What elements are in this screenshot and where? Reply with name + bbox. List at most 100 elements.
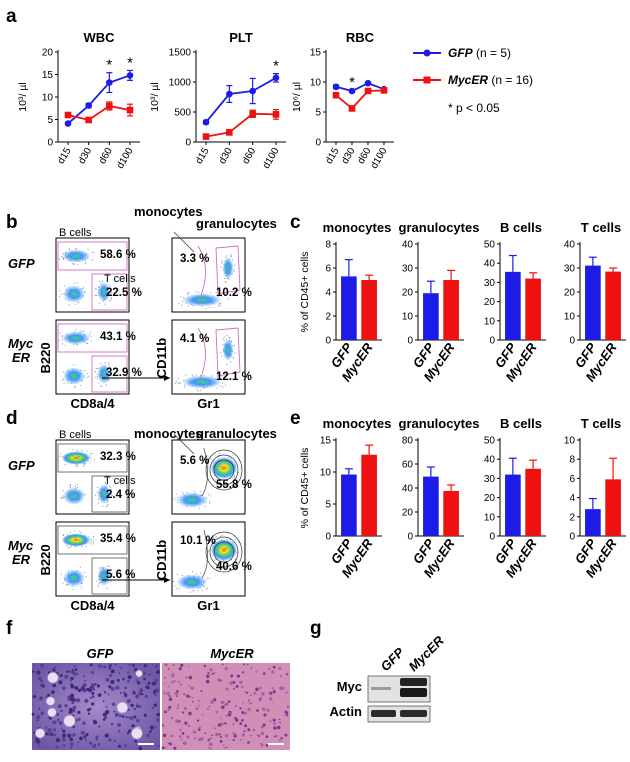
histology-gfp-nucleus <box>108 685 112 689</box>
flow-event-dot <box>91 251 93 253</box>
flow-event-dot <box>68 495 70 497</box>
histology-mycer-nucleus <box>196 719 200 722</box>
histology-gfp-nucleus <box>67 695 71 699</box>
histology-mycer-nucleus <box>170 734 174 738</box>
flow-event-dot <box>108 566 110 568</box>
flow-event-dot <box>228 457 230 459</box>
flow-event-dot <box>75 248 77 250</box>
flow-event-dot <box>75 573 77 575</box>
flow-event-dot <box>102 300 104 302</box>
flow-event-dot <box>176 574 178 576</box>
flow-event-dot <box>81 546 83 548</box>
histology-mycer-nucleus <box>263 713 267 717</box>
flow-event-dot <box>87 248 89 250</box>
histology-gfp-nucleus <box>72 733 76 737</box>
histology-mycer-nucleus <box>280 675 282 677</box>
histology-gfp-nucleus <box>53 733 57 737</box>
histology-mycer-nucleus <box>241 671 245 674</box>
c_b-ytick-label: 20 <box>484 297 496 308</box>
flow_d-b_cells: B cells <box>59 429 92 441</box>
histology-mycer-nucleus <box>218 733 221 736</box>
flow-event-dot <box>72 338 74 340</box>
flow-event-dot <box>72 295 74 297</box>
flow-event-dot <box>100 370 102 372</box>
flow-event-dot <box>86 376 88 378</box>
flow_b-gating-arrowhead <box>164 375 170 381</box>
histology-mycer-nucleus <box>200 737 204 741</box>
flow-event-dot <box>229 255 231 257</box>
flow-event-dot <box>216 460 219 462</box>
flow-event-dot <box>90 457 92 459</box>
flow-event-dot <box>67 379 69 381</box>
flow-event-dot <box>100 385 102 388</box>
flow-event-dot <box>197 390 199 392</box>
histology-gfp-nucleus <box>85 738 88 741</box>
flow-event-dot <box>98 302 101 304</box>
flow-event-dot <box>76 248 78 250</box>
flow-event-dot <box>75 542 77 544</box>
histology-mycer-nucleus <box>209 668 213 672</box>
flow-event-dot <box>77 465 79 468</box>
histology-gfp-nucleus <box>124 693 128 696</box>
e_t-title: T cells <box>581 416 621 431</box>
e_mono-title: monocytes <box>323 416 392 431</box>
flow-event-dot <box>73 264 75 266</box>
histology-mycer-nucleus <box>256 709 259 712</box>
e_t-gfp-bar <box>585 509 601 536</box>
flow-event-dot <box>102 493 104 495</box>
histology-mycer-nucleus <box>244 724 248 728</box>
flow-event-dot <box>227 551 229 553</box>
flow-event-dot <box>208 577 211 580</box>
histology-mycer-nucleus <box>260 743 264 747</box>
histology-gfp-nucleus <box>77 688 82 693</box>
histology-mycer-nucleus <box>184 707 187 710</box>
flow-event-dot <box>111 494 113 497</box>
flow-event-dot <box>81 450 83 452</box>
flow-event-dot <box>104 298 106 300</box>
histology-mycer-nucleus <box>170 716 174 720</box>
histology-mycer-nucleus <box>192 696 194 699</box>
flow-event-dot <box>73 282 75 284</box>
histology-gfp-nucleus <box>31 712 35 716</box>
svg-text:MycER (n = 16): MycER (n = 16) <box>448 73 533 87</box>
flow-event-dot <box>78 498 80 500</box>
flow-event-dot <box>111 574 113 576</box>
flow-event-dot <box>99 567 101 569</box>
histology-mycer-nucleus <box>167 691 170 695</box>
flow-event-dot <box>228 278 230 280</box>
histology-gfp-nucleus <box>154 726 157 728</box>
histology-mycer-nucleus <box>194 737 196 740</box>
flow-event-dot <box>74 497 76 500</box>
c_b-mycer-bar <box>525 278 541 340</box>
flow-event-dot <box>106 492 108 494</box>
flow-event-dot <box>234 264 236 266</box>
flow-event-dot <box>183 386 185 388</box>
histology-mycer-nucleus <box>164 677 166 679</box>
flow-event-dot <box>204 387 206 389</box>
e_b-ytick-label: 30 <box>484 474 496 485</box>
flow-event-dot <box>177 382 179 384</box>
flow-event-dot <box>231 264 233 266</box>
flow-event-dot <box>92 535 95 538</box>
wbc-significance-star: * <box>106 57 112 74</box>
histology-mycer-nucleus <box>265 744 269 747</box>
flow-event-dot <box>203 498 205 500</box>
flow-event-dot <box>225 281 227 283</box>
histology-gfp-nucleus <box>64 704 68 708</box>
flow-event-dot <box>101 491 103 493</box>
flow-event-dot <box>206 386 208 388</box>
histology-mycer-nucleus <box>207 746 210 749</box>
histology-mycer-nucleus <box>198 704 201 707</box>
flow-event-dot <box>86 254 88 256</box>
histology-mycer-nucleus <box>187 724 191 728</box>
histology-gfp-nucleus <box>138 746 143 751</box>
flow-event-dot <box>219 463 221 465</box>
flow-event-dot <box>67 369 69 371</box>
histology-mycer-nucleus <box>271 701 274 703</box>
flow-event-dot <box>191 384 194 386</box>
histology-gfp-nucleus <box>70 683 73 687</box>
flow-event-dot <box>75 545 77 547</box>
c_b-ytick-label: 40 <box>484 259 496 270</box>
flow_d-x1-label: CD8a/4 <box>70 598 115 613</box>
histology-gfp-nucleus <box>77 710 81 715</box>
